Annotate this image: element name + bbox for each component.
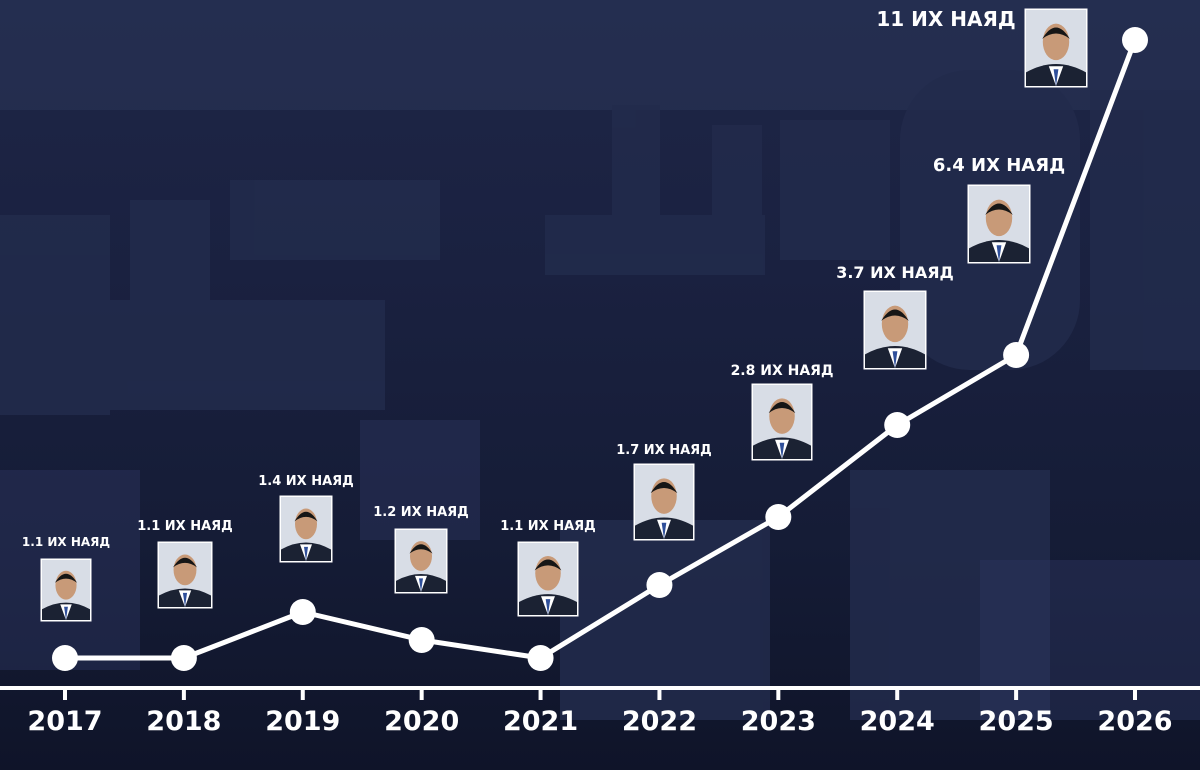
data-point-2026	[1122, 27, 1148, 53]
data-point-2017	[52, 645, 78, 671]
data-point-2019	[289, 599, 316, 625]
official-portrait-icon	[517, 541, 579, 617]
value-label-2022: 1.7 ИХ НАЯД	[616, 443, 712, 458]
data-point-2023	[765, 504, 792, 530]
official-portrait-icon	[1024, 8, 1088, 88]
year-label-2018: 2018	[146, 706, 221, 737]
series-line	[62, 37, 1138, 661]
official-portrait-icon	[157, 541, 213, 609]
value-label-2021: 1.1 ИХ НАЯД	[500, 519, 596, 534]
official-portrait-icon	[40, 558, 92, 622]
official-portrait-icon	[279, 495, 333, 563]
year-label-2025: 2025	[979, 706, 1054, 737]
official-portrait-icon	[633, 463, 695, 541]
year-label-2024: 2024	[860, 706, 935, 737]
year-label-2026: 2026	[1097, 706, 1172, 737]
year-label-2020: 2020	[384, 706, 459, 737]
value-label-2019: 1.4 ИХ НАЯД	[258, 474, 354, 489]
value-label-2017: 1.1 ИХ НАЯД	[22, 535, 110, 549]
year-label-2017: 2017	[27, 706, 102, 737]
official-portrait-icon	[394, 528, 448, 594]
official-portrait-icon	[967, 184, 1031, 264]
value-label-2026: 11 ИХ НАЯД	[876, 7, 1015, 31]
value-label-2023: 2.8 ИХ НАЯД	[731, 363, 834, 379]
value-label-2025: 6.4 ИХ НАЯД	[933, 155, 1065, 176]
data-point-2018	[170, 645, 197, 671]
data-point-2024	[884, 412, 911, 438]
data-point-2022	[646, 572, 673, 598]
data-point-2025	[1003, 342, 1030, 368]
data-point-2021	[527, 645, 554, 671]
value-label-2024: 3.7 ИХ НАЯД	[836, 263, 954, 282]
year-label-2022: 2022	[622, 706, 697, 737]
official-portrait-icon	[751, 383, 813, 461]
year-label-2019: 2019	[265, 706, 340, 737]
data-point-2020	[408, 627, 435, 653]
value-label-2018: 1.1 ИХ НАЯД	[137, 519, 233, 534]
value-label-2020: 1.2 ИХ НАЯД	[373, 505, 469, 520]
year-label-2023: 2023	[741, 706, 816, 737]
year-label-2021: 2021	[503, 706, 578, 737]
official-portrait-icon	[863, 290, 927, 370]
